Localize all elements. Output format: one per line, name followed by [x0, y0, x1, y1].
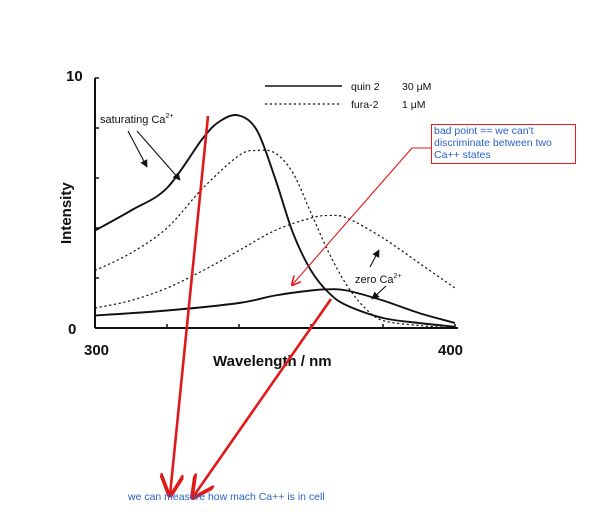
x-axis-label: Wavelength / nm — [213, 353, 332, 370]
plot-area — [94, 114, 456, 329]
annotation-saturating: saturating Ca2+ — [100, 113, 173, 126]
x-tick-label-max: 400 — [438, 342, 463, 359]
y-tick-label-min: 0 — [68, 321, 76, 338]
legend-label-fura2: fura-2 — [351, 99, 379, 111]
red-arrow-bad-point — [292, 147, 413, 285]
legend-label-quin2: quin 2 — [351, 81, 380, 93]
legend-conc-quin2: 30 μM — [402, 81, 431, 93]
red-arrow-measure-left — [170, 115, 210, 495]
x-tick-label-min: 300 — [84, 342, 109, 359]
y-tick-label-max: 10 — [66, 68, 83, 85]
red-arrow-measure-right — [193, 298, 333, 497]
measure-note: we can measure how mach Ca++ is in cell — [128, 491, 325, 503]
annotation-zero: zero Ca2+ — [355, 273, 402, 286]
red-overlay-arrows — [170, 115, 431, 497]
annotation-saturating-pointer-dashed — [136, 130, 181, 181]
annotation-saturating-pointer-solid — [127, 130, 148, 168]
series-line-fura-2-saturating — [94, 149, 456, 329]
legend: quin 2 30 μM fura-2 1 μM — [265, 81, 431, 111]
series-line-fura-2-zero — [94, 214, 456, 309]
bad-point-note: bad point == we can't discriminate betwe… — [431, 124, 576, 164]
annotation-zero-pointer-down — [371, 285, 387, 300]
annotation-zero-pointer-up — [369, 249, 380, 268]
legend-conc-fura2: 1 μM — [402, 99, 426, 111]
y-axis-label: Intensity — [58, 182, 75, 244]
series-line-quin2-zero — [94, 288, 456, 324]
curve-annotations: saturating Ca2+ zero Ca2+ — [100, 113, 402, 300]
